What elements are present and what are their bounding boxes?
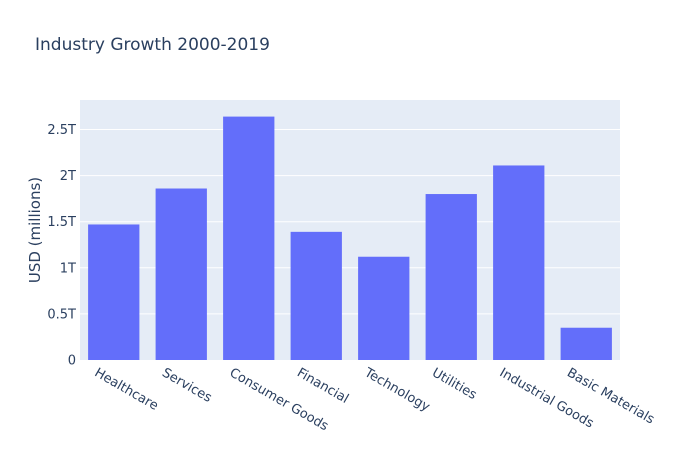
bar (290, 231, 342, 360)
bars (88, 116, 612, 361)
bar (223, 116, 275, 361)
y-tick-label: 2T (60, 169, 76, 184)
y-tick-label: 2.5T (47, 123, 76, 138)
y-tick-label: 0.5T (47, 307, 76, 322)
y-tick-label: 0 (68, 354, 76, 369)
x-tick-label: Services (159, 365, 214, 406)
bar (425, 194, 477, 360)
bar (88, 224, 140, 360)
bar (493, 165, 545, 360)
x-tick-label: Utilities (429, 365, 479, 403)
bar (155, 188, 207, 360)
bar (560, 327, 612, 360)
bar (358, 256, 410, 360)
y-tick-label: 1.5T (47, 215, 76, 230)
y-axis-title: USD (millions) (26, 177, 44, 283)
x-tick-label: Healthcare (92, 365, 161, 413)
y-axis-ticks: 0 0.5T 1T 1.5T 2T 2.5T (47, 123, 76, 368)
y-tick-label: 1T (60, 261, 76, 276)
x-tick-label: Technology (361, 365, 433, 415)
x-tick-label: Financial (294, 365, 351, 406)
chart-title: Industry Growth 2000-2019 (35, 35, 270, 55)
